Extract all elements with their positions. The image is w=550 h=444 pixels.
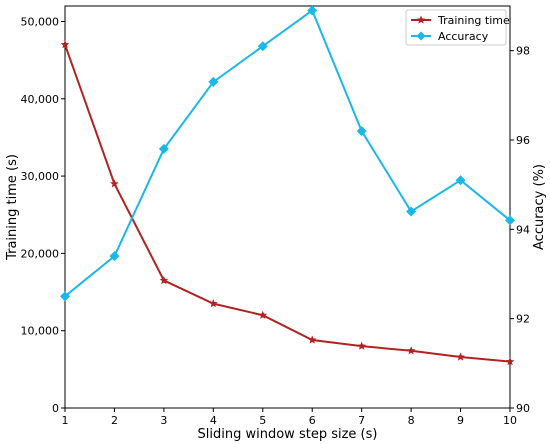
x-tick-label: 3: [160, 414, 167, 427]
data-point-training-time: [456, 352, 465, 361]
series-line-training-time: [64, 44, 511, 363]
legend-marker-star-icon: [416, 15, 426, 24]
y-right-tick-label: 94: [516, 223, 530, 236]
plot-frame: [64, 5, 511, 409]
y-right-tick-label: 90: [516, 402, 530, 415]
x-tick-label: 5: [259, 414, 266, 427]
data-point-training-time: [357, 341, 366, 350]
y-left-tick-label: 0: [52, 402, 59, 415]
data-point-accuracy: [307, 5, 318, 16]
legend-label-accuracy: Accuracy: [438, 30, 489, 43]
x-tick-label: 6: [309, 414, 316, 427]
series-layer: [60, 5, 515, 366]
data-point-training-time: [505, 357, 515, 366]
data-point-accuracy: [505, 215, 515, 226]
series-line-accuracy: [64, 8, 511, 298]
data-point-training-time: [159, 275, 169, 285]
data-point-training-time: [60, 40, 70, 49]
y-left-tick-label: 20,000: [21, 247, 60, 260]
y-left-tick-label: 50,000: [21, 15, 60, 28]
x-tick-label: 8: [408, 414, 415, 427]
y-left-tick-label: 30,000: [21, 170, 60, 183]
data-point-accuracy: [60, 291, 70, 302]
data-point-accuracy: [406, 206, 417, 217]
x-tick-label: 9: [457, 414, 464, 427]
legend: Training time Accuracy: [405, 9, 510, 46]
y-axis-right: 90 92 94 96 98: [510, 45, 530, 415]
y-axis-right-title: Accuracy (%): [532, 164, 547, 250]
data-point-accuracy: [109, 251, 120, 262]
legend-marker-diamond-icon: [416, 31, 426, 41]
data-point-training-time: [258, 310, 268, 319]
data-point-training-time: [307, 335, 317, 344]
y-right-tick-label: 92: [516, 313, 530, 326]
x-tick-label: 2: [111, 414, 118, 427]
x-tick-label: 1: [62, 414, 69, 427]
x-tick-label: 10: [503, 414, 517, 427]
x-tick-label: 7: [358, 414, 365, 427]
x-tick-label: 4: [210, 414, 217, 427]
y-left-tick-label: 10,000: [21, 325, 60, 338]
legend-label-training-time: Training time: [437, 14, 510, 27]
data-point-accuracy: [356, 126, 367, 137]
data-point-accuracy: [208, 76, 219, 87]
data-point-accuracy: [455, 175, 466, 186]
y-right-tick-label: 96: [516, 134, 530, 147]
data-point-accuracy: [257, 41, 268, 52]
x-axis-title: Sliding window step size (s): [198, 427, 378, 442]
y-left-tick-label: 40,000: [21, 93, 60, 106]
x-axis: 1 2 3 4 5 6 7 8 9 10: [62, 408, 517, 427]
data-point-accuracy: [158, 143, 169, 154]
y-axis-left-title: Training time (s): [5, 154, 20, 261]
y-right-tick-label: 98: [516, 45, 530, 58]
data-point-training-time: [406, 346, 416, 355]
data-point-training-time: [209, 299, 218, 308]
data-point-training-time: [110, 179, 119, 188]
y-axis-left: 0 10,000 20,000 30,000 40,000 50,000: [21, 15, 65, 415]
